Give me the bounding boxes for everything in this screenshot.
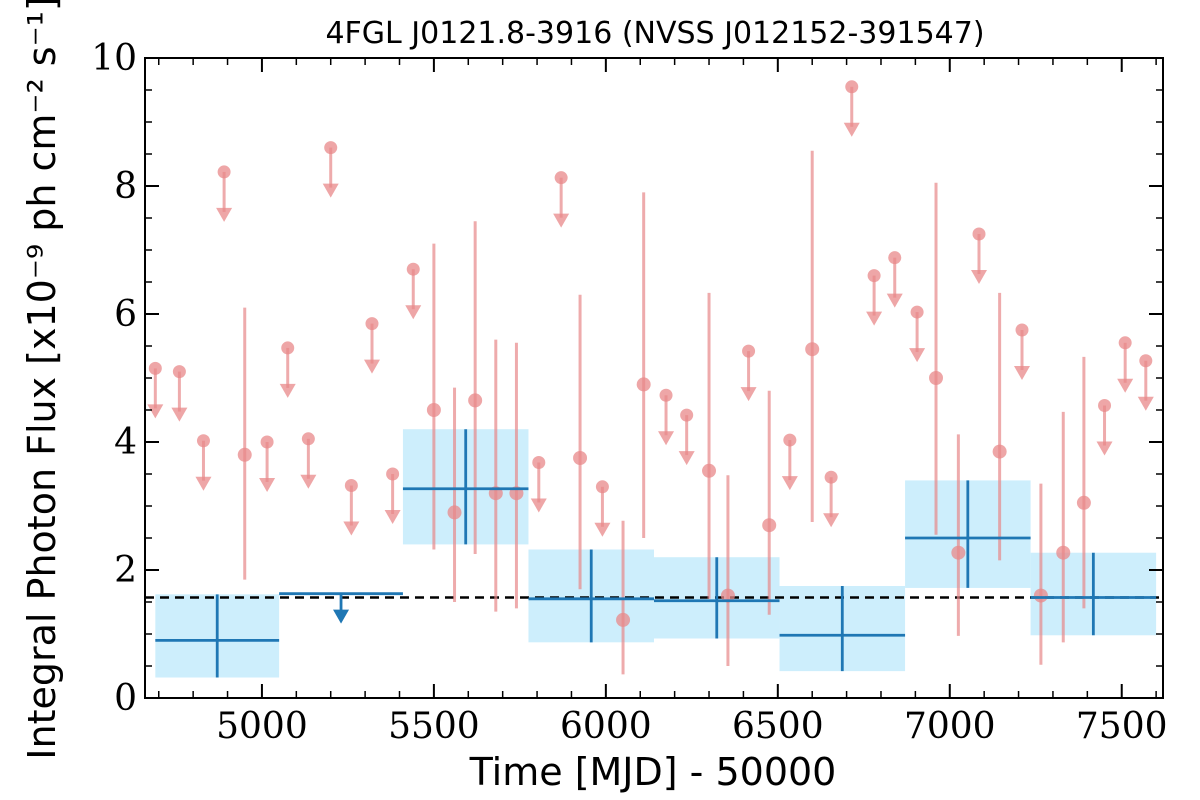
short-bin-upper-limit-point	[344, 479, 358, 493]
short-bin-upper-limit-point	[406, 262, 420, 276]
short-bin-point	[447, 505, 462, 520]
short-bin-upper-limit-point	[281, 341, 295, 355]
x-tick-label: 6000	[560, 706, 652, 747]
short-bin-point	[1076, 495, 1091, 510]
short-bin-point	[929, 371, 944, 385]
short-bin-upper-limit-point	[386, 467, 400, 481]
short-bin-upper-limit-arrow	[405, 305, 422, 320]
short-bin-upper-limit-arrow	[678, 451, 695, 466]
short-bin-upper-limit-point	[196, 434, 210, 448]
short-bin-upper-limit-point	[595, 480, 609, 494]
short-bin-upper-limit-arrow	[195, 476, 212, 491]
chart-title: 4FGL J0121.8-3916 (NVSS J012152-391547)	[325, 16, 984, 51]
x-tick-label: 6500	[732, 706, 824, 747]
short-bin-upper-limit-point	[1139, 354, 1153, 368]
short-bin-upper-limit-arrow	[147, 404, 164, 419]
short-bin-point	[616, 612, 631, 627]
short-bin-upper-limit-arrow	[343, 521, 360, 536]
short-bin-upper-limit-arrow	[279, 383, 296, 398]
short-bin-upper-limit-arrow	[384, 510, 401, 524]
short-bin-upper-limit-point	[742, 344, 756, 358]
short-bin-point	[762, 518, 777, 533]
short-bin-upper-limit-arrow	[823, 513, 840, 528]
short-bin-upper-limit-point	[845, 80, 859, 94]
x-tick-label: 5000	[216, 706, 308, 747]
short-bin-point	[805, 342, 820, 357]
x-tick-label: 7000	[904, 706, 996, 747]
short-bin-upper-limit-arrow	[1013, 366, 1030, 380]
short-bin-point	[468, 393, 483, 408]
short-bin-upper-limit-point	[972, 227, 986, 241]
short-bin-upper-limit-arrow	[1137, 396, 1154, 411]
x-tick-label: 5500	[388, 706, 480, 747]
short-bin-upper-limit-point	[260, 435, 274, 449]
y-tick-label: 6	[114, 294, 137, 335]
short-bin-upper-limit-arrow	[363, 359, 380, 374]
short-bin-upper-limit-point	[1118, 336, 1132, 350]
short-bin-upper-limit-arrow	[300, 474, 317, 489]
short-bin-upper-limit-arrow	[740, 387, 757, 402]
y-tick-label: 8	[114, 166, 137, 207]
short-bin-upper-limit-arrow	[594, 522, 611, 537]
short-bin-upper-limit-arrow	[843, 122, 860, 137]
short-bin-upper-limit-arrow	[1117, 378, 1134, 393]
short-bin-upper-limit-point	[532, 455, 546, 469]
short-bin-upper-limit-point	[301, 432, 315, 446]
short-bin-point	[237, 447, 252, 462]
short-bin-upper-limit-arrow	[1096, 441, 1113, 456]
short-bin-upper-limit-point	[365, 317, 379, 331]
short-bin-upper-limit-arrow	[171, 407, 188, 422]
short-bin-upper-limit-point	[888, 251, 902, 265]
short-bin-upper-limit-point	[783, 433, 797, 447]
short-bin-upper-limit-arrow	[553, 213, 570, 228]
y-tick-label: 2	[114, 550, 137, 591]
x-tick-label: 7500	[1076, 706, 1168, 747]
short-bin-upper-limit-arrow	[658, 431, 675, 446]
short-bin-point	[702, 463, 717, 478]
short-bin-upper-limit-arrow	[781, 476, 798, 491]
short-bin-upper-limit-point	[148, 361, 162, 375]
short-bin-upper-limit-point	[680, 408, 694, 422]
short-bin-upper-limit-arrow	[909, 348, 926, 363]
short-bin-upper-limit-point	[172, 365, 186, 379]
short-bin-upper-limit-point	[324, 141, 338, 155]
plot-area	[145, 80, 1163, 678]
short-bin-point	[1056, 545, 1071, 560]
short-bin-upper-limit-point	[867, 269, 881, 283]
short-bin-point	[426, 403, 441, 417]
y-tick-label: 4	[114, 422, 137, 463]
short-bin-upper-limit-arrow	[259, 478, 276, 492]
axis-ticks: 5000 5500 6000 6500 7000 7500 0 2 4 6 8 10	[91, 38, 1167, 747]
short-bin-point	[720, 588, 735, 603]
short-bin-point	[573, 451, 588, 465]
short-bin-upper-limit-point	[1015, 323, 1029, 337]
short-bin-point	[951, 545, 966, 560]
short-bin-upper-limit-arrow	[866, 311, 883, 326]
short-bin-upper-limit-point	[217, 165, 231, 179]
short-bin-upper-limit-arrow	[886, 293, 903, 308]
short-bin-point	[1033, 588, 1048, 603]
y-tick-label: 0	[114, 678, 137, 719]
short-bin-point	[992, 444, 1007, 459]
x-axis-label: Time [MJD] - 50000	[469, 750, 837, 794]
short-bin-upper-limit-arrow	[971, 270, 988, 284]
short-bin-upper-limit-point	[910, 305, 924, 319]
y-axis-label: Integral Photon Flux [x10⁻⁹ ph cm⁻² s⁻¹]	[20, 0, 64, 760]
long-bin-upper-limit-arrow	[333, 609, 350, 624]
y-tick-label: 10	[91, 38, 137, 79]
short-bin-upper-limit-point	[1098, 399, 1112, 413]
short-bin-upper-limit-point	[659, 388, 673, 402]
short-bin-upper-limit-point	[824, 470, 838, 484]
short-bin-point	[636, 377, 651, 392]
short-bin-upper-limit-arrow	[322, 183, 339, 198]
short-bin-upper-limit-arrow	[216, 207, 233, 222]
short-bin-upper-limit-arrow	[530, 498, 547, 513]
short-bin-upper-limit-point	[554, 171, 568, 185]
